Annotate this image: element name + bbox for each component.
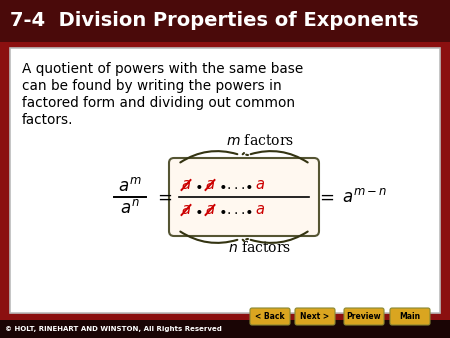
Text: $\bullet$: $\bullet$ xyxy=(218,178,226,192)
Text: $=$: $=$ xyxy=(316,188,334,206)
Text: $\mathit{a}$: $\mathit{a}$ xyxy=(255,178,265,192)
Text: can be found by writing the powers in: can be found by writing the powers in xyxy=(22,79,282,93)
Text: factored form and dividing out common: factored form and dividing out common xyxy=(22,96,295,110)
FancyBboxPatch shape xyxy=(390,308,430,325)
Text: $=$: $=$ xyxy=(154,188,172,206)
Text: $\mathit{a}$: $\mathit{a}$ xyxy=(181,178,191,192)
Text: $a^{m-n}$: $a^{m-n}$ xyxy=(342,188,387,206)
Text: < Back: < Back xyxy=(255,312,285,321)
Text: $\bullet$: $\bullet$ xyxy=(244,203,252,217)
Text: $\bullet$: $\bullet$ xyxy=(194,178,202,192)
Text: factors.: factors. xyxy=(22,113,73,127)
Text: Next >: Next > xyxy=(301,312,329,321)
Text: $...$: $...$ xyxy=(226,178,246,192)
Text: $\mathit{a}$: $\mathit{a}$ xyxy=(181,203,191,217)
Bar xyxy=(0,320,450,338)
Text: $\mathit{a}$: $\mathit{a}$ xyxy=(205,178,215,192)
Text: $\mathit{n}$ factors: $\mathit{n}$ factors xyxy=(228,240,292,255)
Text: $a^n$: $a^n$ xyxy=(120,199,140,217)
FancyBboxPatch shape xyxy=(169,158,319,236)
FancyBboxPatch shape xyxy=(10,48,440,313)
FancyBboxPatch shape xyxy=(295,308,335,325)
Text: A quotient of powers with the same base: A quotient of powers with the same base xyxy=(22,62,303,76)
Text: $\bullet$: $\bullet$ xyxy=(218,203,226,217)
Text: Main: Main xyxy=(400,312,421,321)
Bar xyxy=(0,0,450,42)
FancyBboxPatch shape xyxy=(250,308,290,325)
Text: $\mathit{a}$: $\mathit{a}$ xyxy=(255,203,265,217)
Text: $\mathit{a}$: $\mathit{a}$ xyxy=(205,203,215,217)
FancyBboxPatch shape xyxy=(344,308,384,325)
Text: $\bullet$: $\bullet$ xyxy=(194,203,202,217)
Text: 7-4  Division Properties of Exponents: 7-4 Division Properties of Exponents xyxy=(10,11,419,30)
Text: $\bullet$: $\bullet$ xyxy=(244,178,252,192)
Text: $a^m$: $a^m$ xyxy=(118,177,142,195)
Text: $...$: $...$ xyxy=(226,203,246,217)
Text: © HOLT, RINEHART AND WINSTON, All Rights Reserved: © HOLT, RINEHART AND WINSTON, All Rights… xyxy=(5,326,222,332)
Text: Preview: Preview xyxy=(346,312,381,321)
Text: $\mathit{m}$ factors: $\mathit{m}$ factors xyxy=(226,133,294,148)
